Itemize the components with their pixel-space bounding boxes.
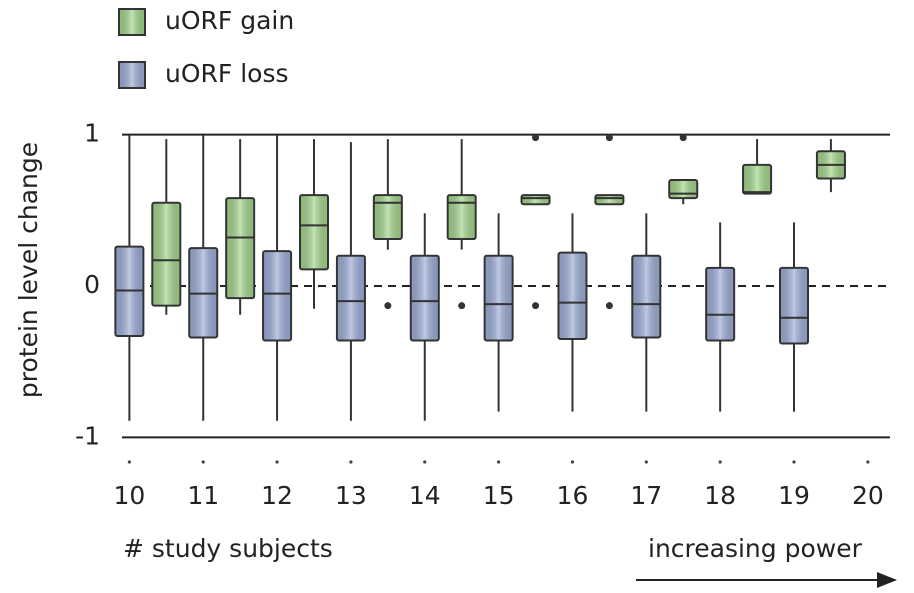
box-shine	[522, 196, 549, 204]
x-tick-label: 13	[335, 481, 367, 510]
legend-shine	[120, 10, 144, 34]
x-tick-mark	[866, 460, 870, 464]
box-shine	[153, 203, 180, 305]
box-shine	[485, 256, 512, 340]
box-shine	[337, 256, 364, 340]
box-shine	[744, 165, 771, 193]
outlier	[679, 134, 687, 142]
x-tick-label: 10	[113, 481, 145, 510]
y-axis-label: protein level change	[14, 142, 43, 398]
legend-label: uORF loss	[165, 59, 289, 88]
x-tick-mark	[570, 460, 575, 464]
x-tick-label: 16	[557, 481, 589, 510]
x-tick-mark	[792, 460, 796, 464]
box-shine	[707, 268, 734, 340]
x-tick-label: 17	[630, 481, 662, 510]
x-tick-mark	[127, 460, 131, 464]
x-tick-label: 14	[409, 481, 441, 510]
box-shine	[670, 181, 697, 198]
box-shine	[264, 252, 291, 340]
box-shine	[596, 196, 623, 204]
x-tick-mark	[718, 460, 722, 464]
x-tick-mark	[275, 460, 279, 464]
x-tick-mark	[201, 460, 205, 464]
outlier	[605, 134, 613, 142]
x-axis-label: # study subjects	[123, 534, 333, 563]
x-tick-label: 11	[187, 481, 219, 510]
box-shine	[227, 199, 254, 298]
legend-label: uORF gain	[165, 6, 294, 35]
legend-shine	[120, 63, 144, 87]
x-tick-label: 19	[778, 481, 810, 510]
y-tick-label: 0	[84, 270, 100, 299]
x-tick-label: 12	[261, 481, 293, 510]
y-tick-label: 1	[84, 119, 100, 148]
outlier	[605, 302, 613, 310]
box-shine	[633, 256, 660, 337]
outlier	[532, 302, 540, 310]
outlier	[384, 302, 392, 310]
y-tick-label: -1	[75, 421, 100, 450]
x-tick-label: 15	[483, 481, 515, 510]
box-shine	[781, 268, 807, 343]
outlier	[458, 302, 466, 310]
annotation: increasing power	[648, 534, 863, 563]
x-tick-mark	[644, 460, 648, 464]
x-tick-label: 20	[852, 481, 884, 510]
box-shine	[301, 196, 327, 269]
x-tick-label: 18	[704, 481, 736, 510]
box-shine	[559, 253, 586, 338]
x-tick-mark	[497, 460, 501, 464]
x-tick-mark	[349, 460, 353, 464]
x-tick-mark	[423, 460, 427, 464]
box-shine	[411, 256, 438, 340]
outlier	[532, 134, 540, 142]
